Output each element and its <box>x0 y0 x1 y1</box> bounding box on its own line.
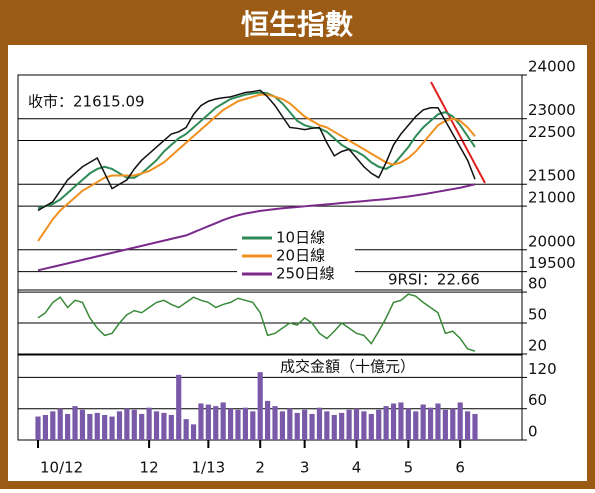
volume-bar <box>153 411 160 440</box>
x-tick-label: 6 <box>455 459 465 477</box>
rsi-line <box>37 293 476 352</box>
volume-bar <box>316 407 323 440</box>
volume-bar <box>146 407 152 440</box>
y-tick-label: 21000 <box>528 189 576 207</box>
close-label: 收市：21615.09 <box>28 93 145 111</box>
volume-bar <box>272 406 278 440</box>
volume-bar <box>383 406 389 440</box>
legend-label: 20日線 <box>276 247 325 265</box>
volume-bar <box>339 412 345 440</box>
y-tick-label: 0 <box>528 423 538 441</box>
legend-label: 250日線 <box>276 265 335 283</box>
x-tick-label: 2 <box>255 459 265 477</box>
volume-bar <box>57 408 63 440</box>
volume-bar <box>50 411 56 440</box>
volume-bar <box>35 416 41 440</box>
x-tick-label: 12 <box>140 459 159 477</box>
volume-bar <box>220 402 226 440</box>
volume-bar <box>109 416 115 440</box>
volume-bar <box>346 409 352 440</box>
volume-bar <box>250 411 256 440</box>
volume-bar <box>79 409 86 440</box>
volume-bar <box>139 413 145 440</box>
volume-bar <box>183 419 189 440</box>
volume-bar <box>361 411 367 440</box>
volume-bar <box>198 403 204 440</box>
volume-bar <box>87 413 93 440</box>
volume-bar <box>176 374 182 440</box>
volume-bar <box>190 424 197 440</box>
volume-bar <box>227 408 234 440</box>
volume-bar <box>168 414 174 440</box>
x-tick-label: 4 <box>352 459 362 477</box>
y-tick-label: 80 <box>528 275 547 293</box>
x-tick-label: 10/12 <box>40 459 83 477</box>
volume-bar <box>376 409 382 440</box>
y-tick-label: 23000 <box>528 101 576 119</box>
y-tick-label: 24000 <box>528 58 576 76</box>
y-tick-label: 20 <box>528 336 547 354</box>
volume-bar <box>413 411 419 440</box>
trend-line <box>430 81 486 184</box>
volume-bar <box>390 403 397 440</box>
volume-bar <box>279 411 286 440</box>
volume-bar <box>442 409 448 440</box>
volume-bar <box>331 414 337 440</box>
volume-bar <box>124 408 130 440</box>
y-tick-label: 20000 <box>528 232 576 250</box>
volume-bar <box>94 412 100 440</box>
volume-bar <box>427 407 434 440</box>
chart-title: 恒生指數 <box>241 8 353 41</box>
x-tick-label: 3 <box>300 459 310 477</box>
volume-bar <box>42 414 48 440</box>
volume-bar <box>265 400 271 440</box>
volume-bar <box>472 413 478 440</box>
volume-bar <box>302 409 308 440</box>
volume-bar <box>242 407 248 440</box>
legend-label: 10日線 <box>276 229 325 247</box>
volume-bar <box>287 408 293 440</box>
volume-bar <box>324 411 330 440</box>
marks <box>18 89 522 440</box>
ma-line <box>37 91 476 210</box>
volume-bar <box>235 409 241 440</box>
volume-bar <box>450 408 456 440</box>
x-tick-label: 1/13 <box>192 459 226 477</box>
y-tick-label: 21500 <box>528 167 576 185</box>
ma-line <box>37 183 476 272</box>
volume-label: 成交金額（十億元） <box>280 358 415 376</box>
volume-bar <box>161 412 167 440</box>
volume-bar <box>257 372 263 440</box>
price-line <box>37 89 476 212</box>
volume-bar <box>72 406 78 440</box>
volume-bar <box>457 402 463 440</box>
volume-bar <box>205 404 211 440</box>
y-tick-label: 19500 <box>528 254 576 272</box>
volume-bar <box>116 411 123 440</box>
volume-bar <box>309 413 315 440</box>
y-tick-label: 50 <box>528 306 547 324</box>
volume-bar <box>65 413 71 440</box>
volume-bar <box>435 403 441 440</box>
volume-bar <box>102 414 108 440</box>
volume-bar <box>420 404 426 440</box>
y-tick-label: 22500 <box>528 123 576 141</box>
volume-bar <box>405 408 411 440</box>
y-tick-label: 120 <box>528 360 557 378</box>
ma-line <box>37 93 476 242</box>
x-tick-label: 5 <box>404 459 414 477</box>
y-tick-label: 60 <box>528 391 547 409</box>
volume-bar <box>465 411 471 440</box>
volume-bar <box>398 402 404 440</box>
volume-bar <box>294 412 300 440</box>
volume-bar <box>213 406 219 440</box>
volume-bar <box>353 408 360 440</box>
rsi-label: 9RSI：22.66 <box>388 271 480 289</box>
volume-bar <box>368 413 374 440</box>
volume-bar <box>131 409 137 440</box>
